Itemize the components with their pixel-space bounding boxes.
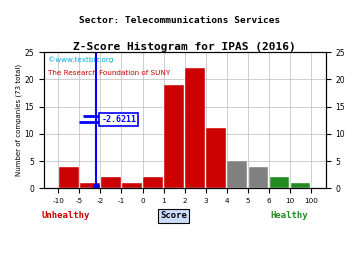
Bar [291,183,310,188]
Bar [122,183,142,188]
Text: Sector: Telecommunications Services: Sector: Telecommunications Services [79,16,281,25]
Bar [206,128,226,188]
Title: Z-Score Histogram for IPAS (2016): Z-Score Histogram for IPAS (2016) [73,42,296,52]
Text: Score: Score [160,211,187,220]
Text: The Research Foundation of SUNY: The Research Foundation of SUNY [48,70,170,76]
Bar [143,177,163,188]
Bar [80,183,100,188]
Text: Unhealthy: Unhealthy [42,211,90,220]
Text: ©www.textbiz.org: ©www.textbiz.org [48,56,113,63]
Bar [101,177,121,188]
Bar [59,167,79,188]
Bar [270,177,289,188]
Bar [164,85,184,188]
Bar [185,68,205,188]
Bar [228,161,247,188]
Y-axis label: Number of companies (73 total): Number of companies (73 total) [15,64,22,176]
Text: Healthy: Healthy [270,211,308,220]
Text: -2.6211: -2.6211 [102,114,136,124]
Bar [248,167,268,188]
